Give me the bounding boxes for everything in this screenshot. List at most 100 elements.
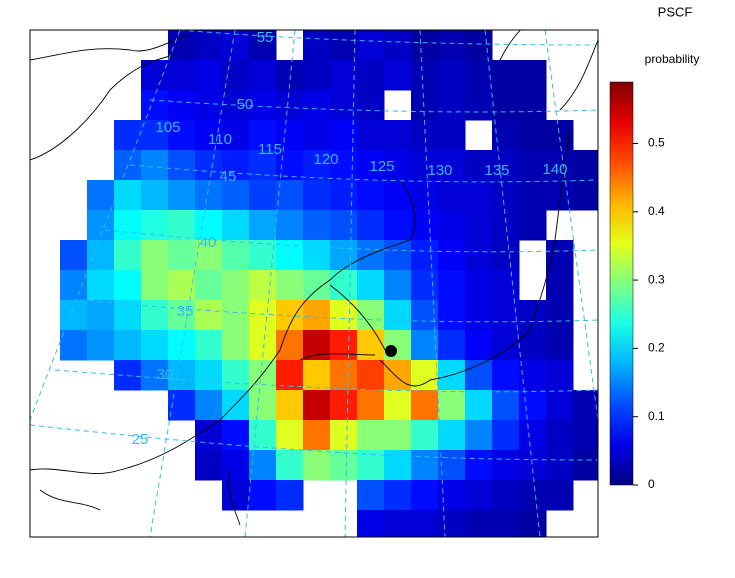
pscf-cell [384, 390, 412, 421]
pscf-cell [114, 180, 142, 211]
pscf-cell [438, 480, 466, 511]
pscf-cell [465, 330, 493, 361]
pscf-cell [357, 330, 385, 361]
pscf-cell [411, 270, 439, 301]
lat-label: 50 [237, 96, 254, 113]
pscf-cell [438, 180, 466, 211]
pscf-cell [303, 450, 331, 481]
pscf-cell [465, 450, 493, 481]
pscf-cell [114, 240, 142, 271]
pscf-cell [546, 450, 574, 481]
pscf-cell [357, 480, 385, 511]
pscf-cell [222, 420, 250, 451]
pscf-cell [411, 240, 439, 271]
pscf-cell [60, 270, 88, 301]
pscf-cell [276, 390, 304, 421]
pscf-cell [195, 390, 223, 421]
pscf-cell [384, 420, 412, 451]
pscf-cell [114, 120, 142, 151]
pscf-cell [222, 480, 250, 511]
graticule [30, 30, 598, 537]
pscf-cell [573, 390, 598, 421]
pscf-cell [195, 270, 223, 301]
pscf-cell [438, 240, 466, 271]
pscf-cell [303, 180, 331, 211]
pscf-cell [465, 300, 493, 331]
pscf-cell [438, 150, 466, 181]
pscf-cell [519, 330, 547, 361]
pscf-cell [141, 150, 169, 181]
lat-label: 35 [177, 303, 194, 320]
pscf-cell [438, 390, 466, 421]
pscf-cell [438, 90, 466, 121]
pscf-cell [141, 240, 169, 271]
pscf-cell [60, 240, 88, 271]
lat-label: 40 [200, 234, 217, 251]
pscf-cell [465, 390, 493, 421]
pscf-cell [411, 30, 439, 61]
pscf-cell [357, 180, 385, 211]
pscf-cell [384, 300, 412, 331]
receptor-site [385, 345, 397, 357]
lon-label: 120 [313, 151, 338, 168]
pscf-cell [303, 120, 331, 151]
pscf-cell [303, 240, 331, 271]
pscf-cell [330, 210, 358, 241]
colorbar-tick-label: 0.4 [648, 204, 665, 218]
pscf-cell [303, 420, 331, 451]
lat-label: 45 [220, 168, 237, 185]
pscf-cell [465, 240, 493, 271]
pscf-cell [492, 150, 520, 181]
pscf-cell [276, 480, 304, 511]
pscf-cell [438, 210, 466, 241]
pscf-cell [519, 60, 547, 91]
pscf-cell [330, 420, 358, 451]
pscf-cell [492, 90, 520, 121]
pscf-cell [222, 390, 250, 421]
pscf-cell [519, 360, 547, 391]
pscf-cell [384, 150, 412, 181]
pscf-cell [384, 30, 412, 61]
pscf-cell [465, 510, 493, 537]
pscf-cell [465, 150, 493, 181]
pscf-cell [114, 210, 142, 241]
pscf-cell [384, 360, 412, 391]
pscf-cell [519, 480, 547, 511]
pscf-cell [546, 240, 574, 271]
pscf-cell [438, 270, 466, 301]
pscf-cell [492, 300, 520, 331]
pscf-cell [492, 510, 520, 537]
pscf-cell [573, 180, 598, 211]
pscf-cell [330, 360, 358, 391]
pscf-cell [195, 420, 223, 451]
pscf-cell [195, 150, 223, 181]
pscf-cell [438, 450, 466, 481]
pscf-cell [411, 360, 439, 391]
pscf-cell [195, 240, 223, 271]
pscf-cell [141, 360, 169, 391]
pscf-cell [384, 180, 412, 211]
pscf-cell [546, 480, 574, 511]
pscf-cell [222, 180, 250, 211]
graticule-labels: 55 50 45 40 35 30 25 105 110 115 120 125 130 135 140 [132, 29, 568, 448]
pscf-cell [330, 180, 358, 211]
pscf-cell [411, 450, 439, 481]
colorbar-tick-label: 0.3 [648, 272, 665, 286]
pscf-cell [303, 330, 331, 361]
pscf-cell [222, 330, 250, 361]
colorbar [609, 81, 634, 486]
pscf-cell [141, 300, 169, 331]
pscf-cell [492, 360, 520, 391]
colorbar-tick-label: 0.5 [648, 136, 665, 150]
pscf-cell [438, 60, 466, 91]
pscf-cell [492, 450, 520, 481]
pscf-cell [168, 90, 196, 121]
lon-label: 140 [542, 161, 567, 178]
pscf-cell [573, 150, 598, 181]
pscf-cell [168, 360, 196, 391]
pscf-cell [357, 360, 385, 391]
pscf-cell [546, 360, 574, 391]
pscf-cell [249, 180, 277, 211]
pscf-cell [168, 300, 196, 331]
